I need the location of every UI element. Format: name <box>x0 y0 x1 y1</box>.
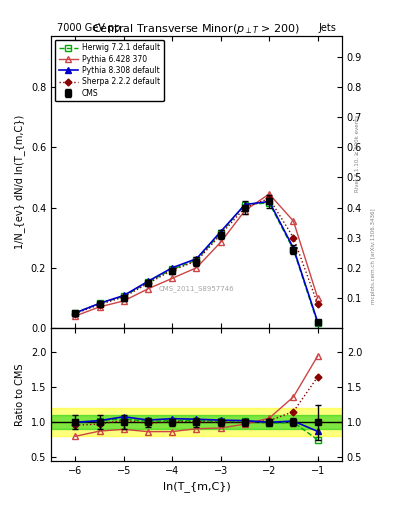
Herwig 7.2.1 default <box>146 279 151 285</box>
Herwig 7.2.1 default <box>170 266 174 272</box>
Title: Central Transverse Minor($p_{\perp T}$ > 200): Central Transverse Minor($p_{\perp T}$ >… <box>92 22 301 36</box>
Pythia 6.428 370 <box>121 298 126 304</box>
Pythia 6.428 370 <box>97 304 102 310</box>
Sherpa 2.2.2 default <box>97 302 102 308</box>
Herwig 7.2.1 default <box>267 200 272 206</box>
Pythia 6.428 370 <box>73 313 78 319</box>
Text: Jets: Jets <box>318 23 336 33</box>
Line: Sherpa 2.2.2 default: Sherpa 2.2.2 default <box>73 196 320 316</box>
Herwig 7.2.1 default <box>121 293 126 300</box>
Pythia 6.428 370 <box>146 286 151 292</box>
Text: 7000 GeV pp: 7000 GeV pp <box>57 23 120 33</box>
Herwig 7.2.1 default <box>73 310 78 316</box>
Sherpa 2.2.2 default <box>146 281 151 287</box>
Pythia 8.308 default <box>97 300 102 306</box>
Y-axis label: 1/N_{ev} dN/d ln(T_{m,C}): 1/N_{ev} dN/d ln(T_{m,C}) <box>15 115 25 249</box>
Pythia 6.428 370 <box>242 207 247 214</box>
Pythia 6.428 370 <box>170 275 174 282</box>
Herwig 7.2.1 default <box>194 257 199 263</box>
Sherpa 2.2.2 default <box>315 301 320 307</box>
Bar <box>51 409 342 436</box>
Herwig 7.2.1 default <box>97 300 102 306</box>
Pythia 6.428 370 <box>194 265 199 271</box>
Text: Rivet 3.1.10, ≥ 500k events: Rivet 3.1.10, ≥ 500k events <box>355 115 360 192</box>
Pythia 8.308 default <box>315 319 320 325</box>
Text: CMS_2011_S8957746: CMS_2011_S8957746 <box>159 286 234 292</box>
Sherpa 2.2.2 default <box>291 234 296 241</box>
Bar <box>51 415 342 430</box>
Sherpa 2.2.2 default <box>170 267 174 273</box>
Legend: Herwig 7.2.1 default, Pythia 6.428 370, Pythia 8.308 default, Sherpa 2.2.2 defau: Herwig 7.2.1 default, Pythia 6.428 370, … <box>55 39 163 101</box>
Pythia 8.308 default <box>73 310 78 316</box>
Pythia 8.308 default <box>121 292 126 298</box>
Pythia 6.428 370 <box>219 239 223 245</box>
Pythia 8.308 default <box>194 255 199 262</box>
Sherpa 2.2.2 default <box>242 204 247 210</box>
Line: Pythia 8.308 default: Pythia 8.308 default <box>73 199 320 325</box>
Line: Pythia 6.428 370: Pythia 6.428 370 <box>73 191 320 319</box>
Pythia 8.308 default <box>267 199 272 205</box>
Pythia 8.308 default <box>170 265 174 271</box>
Sherpa 2.2.2 default <box>73 310 78 316</box>
Pythia 8.308 default <box>242 201 247 207</box>
Herwig 7.2.1 default <box>219 230 223 236</box>
Pythia 8.308 default <box>219 228 223 234</box>
Herwig 7.2.1 default <box>242 201 247 207</box>
Line: Herwig 7.2.1 default: Herwig 7.2.1 default <box>73 200 320 326</box>
Pythia 8.308 default <box>291 245 296 251</box>
Pythia 6.428 370 <box>267 191 272 197</box>
Herwig 7.2.1 default <box>315 321 320 327</box>
X-axis label: ln(T_{m,C}): ln(T_{m,C}) <box>163 481 230 492</box>
Herwig 7.2.1 default <box>291 247 296 253</box>
Text: mcplots.cern.ch [arXiv:1306.3436]: mcplots.cern.ch [arXiv:1306.3436] <box>371 208 376 304</box>
Sherpa 2.2.2 default <box>121 294 126 300</box>
Pythia 6.428 370 <box>291 218 296 224</box>
Y-axis label: Ratio to CMS: Ratio to CMS <box>15 363 25 425</box>
Pythia 6.428 370 <box>315 295 320 301</box>
Sherpa 2.2.2 default <box>194 258 199 264</box>
Sherpa 2.2.2 default <box>267 196 272 202</box>
Pythia 8.308 default <box>146 278 151 284</box>
Sherpa 2.2.2 default <box>219 231 223 238</box>
